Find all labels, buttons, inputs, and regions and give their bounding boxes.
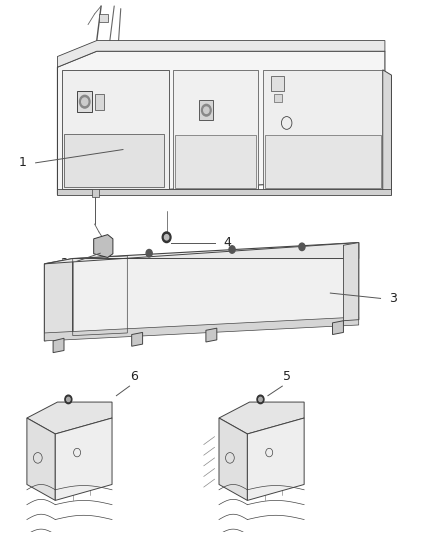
Polygon shape bbox=[44, 243, 359, 264]
Circle shape bbox=[164, 235, 169, 240]
Polygon shape bbox=[173, 70, 258, 189]
Circle shape bbox=[81, 98, 88, 106]
Polygon shape bbox=[57, 51, 385, 195]
Circle shape bbox=[229, 246, 235, 253]
Circle shape bbox=[204, 107, 209, 114]
Circle shape bbox=[65, 395, 72, 403]
Polygon shape bbox=[332, 321, 343, 335]
Polygon shape bbox=[77, 91, 92, 112]
Text: 5: 5 bbox=[283, 370, 291, 383]
Polygon shape bbox=[265, 135, 381, 188]
Polygon shape bbox=[55, 418, 112, 500]
Polygon shape bbox=[62, 70, 169, 189]
Polygon shape bbox=[44, 259, 73, 341]
Circle shape bbox=[162, 232, 171, 243]
Circle shape bbox=[146, 249, 152, 257]
Polygon shape bbox=[274, 94, 283, 102]
Circle shape bbox=[201, 104, 211, 116]
Text: 4: 4 bbox=[223, 236, 231, 249]
Polygon shape bbox=[263, 70, 383, 189]
Circle shape bbox=[259, 397, 262, 401]
Polygon shape bbox=[73, 243, 359, 336]
Polygon shape bbox=[206, 328, 217, 342]
Polygon shape bbox=[27, 418, 55, 500]
Text: 6: 6 bbox=[130, 370, 138, 383]
Circle shape bbox=[67, 397, 70, 401]
Polygon shape bbox=[219, 418, 247, 500]
Text: 1: 1 bbox=[19, 156, 27, 169]
Polygon shape bbox=[175, 135, 256, 188]
Polygon shape bbox=[247, 418, 304, 500]
Text: 2: 2 bbox=[60, 257, 68, 270]
Circle shape bbox=[299, 243, 305, 251]
Polygon shape bbox=[64, 134, 164, 187]
Polygon shape bbox=[343, 243, 359, 321]
Polygon shape bbox=[219, 402, 304, 434]
Polygon shape bbox=[383, 70, 392, 195]
Circle shape bbox=[257, 395, 264, 403]
Polygon shape bbox=[132, 333, 143, 346]
Polygon shape bbox=[199, 100, 213, 120]
Polygon shape bbox=[53, 338, 64, 353]
Polygon shape bbox=[92, 189, 99, 197]
Polygon shape bbox=[95, 94, 104, 110]
Polygon shape bbox=[272, 76, 285, 91]
Circle shape bbox=[80, 95, 90, 108]
Polygon shape bbox=[27, 402, 112, 434]
Polygon shape bbox=[44, 317, 359, 341]
Text: 3: 3 bbox=[389, 292, 397, 305]
Polygon shape bbox=[57, 189, 392, 195]
Polygon shape bbox=[99, 14, 108, 22]
Polygon shape bbox=[94, 235, 113, 257]
Polygon shape bbox=[57, 41, 385, 67]
